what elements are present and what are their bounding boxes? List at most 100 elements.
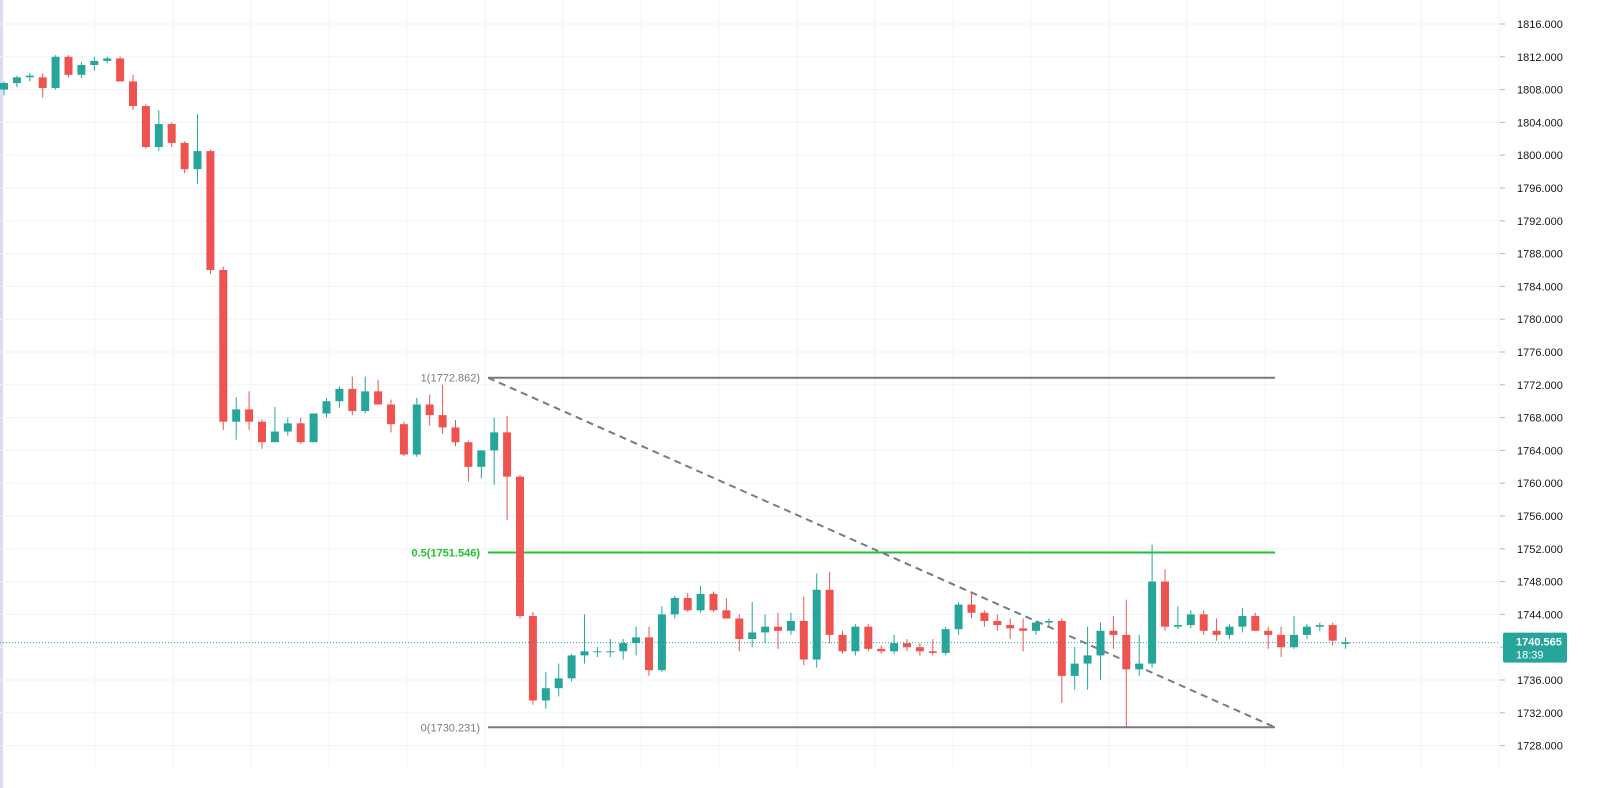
candle	[645, 626, 653, 676]
candle	[528, 611, 537, 705]
candle-body	[193, 151, 202, 170]
candle	[322, 397, 331, 418]
candle	[1070, 647, 1079, 690]
candle-body	[593, 651, 602, 653]
candle-body	[877, 648, 886, 652]
candle-body	[1328, 625, 1337, 641]
price-badge-countdown: 18:39	[1516, 650, 1544, 662]
candle	[64, 55, 73, 78]
candle	[696, 585, 705, 613]
candle-body	[425, 404, 434, 416]
candle-body	[928, 651, 937, 653]
candle-body	[696, 593, 705, 611]
candle-body	[709, 593, 718, 611]
candle	[1109, 616, 1118, 649]
candle	[193, 114, 202, 184]
candle-body	[1148, 581, 1157, 664]
candle	[980, 610, 989, 627]
candle-body	[1315, 625, 1324, 627]
candle-body	[645, 637, 653, 671]
candle	[799, 596, 808, 666]
candle	[1032, 620, 1040, 635]
candle-body	[90, 60, 99, 65]
candle-body	[38, 77, 47, 88]
candle-body	[1251, 616, 1260, 631]
candle-body	[1238, 616, 1247, 627]
candle-body	[258, 421, 266, 443]
candle-body	[748, 632, 757, 639]
candle	[477, 450, 486, 479]
candle-body	[438, 415, 447, 428]
candle-body	[1019, 628, 1028, 631]
candle-body	[1044, 620, 1053, 623]
candle-body	[64, 56, 73, 75]
candle-body	[296, 423, 305, 443]
candle-body	[838, 634, 847, 652]
price-axis-label: 1760.000	[1517, 478, 1563, 490]
candle-body	[1096, 630, 1105, 656]
candles	[0, 55, 1350, 728]
candle	[1148, 544, 1157, 668]
candle-body	[309, 413, 318, 443]
price-axis-label: 1752.000	[1517, 544, 1563, 556]
candle-body	[851, 626, 860, 652]
candle-body	[1122, 634, 1131, 670]
candle-body	[283, 423, 292, 432]
candle	[0, 81, 8, 96]
candle	[812, 573, 821, 668]
fibonacci-retracement[interactable]: 1(1772.862) 0.5(1751.546) 0(1730.231)	[412, 373, 1276, 735]
candle	[632, 626, 641, 656]
price-axis-label: 1816.000	[1517, 19, 1563, 31]
candle	[12, 75, 21, 88]
candle	[1044, 618, 1053, 627]
candle	[116, 56, 125, 82]
candle-body	[412, 404, 421, 455]
candle	[1173, 606, 1182, 630]
candle	[245, 391, 254, 430]
candle	[1290, 616, 1298, 649]
candle	[903, 639, 911, 652]
price-axis-label: 1772.000	[1517, 380, 1563, 392]
candle	[90, 56, 99, 71]
candle-body	[451, 427, 460, 443]
candle	[580, 614, 589, 664]
price-axis-label: 1736.000	[1517, 675, 1563, 687]
price-badge: 1740.565 18:39	[1503, 632, 1567, 663]
candle	[270, 406, 279, 443]
candle	[774, 612, 782, 649]
candle	[1161, 569, 1169, 631]
price-axis-label: 1748.000	[1517, 577, 1563, 589]
candle	[77, 61, 86, 79]
candle	[387, 399, 395, 433]
price-axis-label: 1804.000	[1517, 117, 1563, 129]
candle	[51, 55, 60, 90]
candle	[1019, 618, 1028, 652]
candle	[954, 602, 963, 635]
candle-body	[516, 476, 524, 617]
candle	[657, 606, 666, 672]
candle-body	[980, 612, 989, 621]
candle-body	[12, 77, 21, 84]
candle-body	[399, 424, 408, 455]
candle	[180, 141, 189, 174]
candle	[1199, 610, 1208, 635]
fib-level-label: 1(1772.862)	[421, 373, 480, 385]
candle-body	[141, 106, 150, 147]
candle-body	[1173, 625, 1182, 627]
candle	[38, 73, 47, 98]
price-axis-label: 1776.000	[1517, 347, 1563, 359]
candle-body	[1135, 663, 1144, 670]
candle	[877, 645, 886, 654]
candle-body	[864, 626, 873, 649]
candle-body	[167, 124, 176, 143]
candle-body	[477, 450, 486, 467]
candle	[232, 397, 241, 440]
candle	[374, 379, 383, 405]
candle-body	[1006, 625, 1015, 629]
candle	[1083, 626, 1092, 690]
candle	[503, 415, 512, 521]
candle-body	[1109, 630, 1118, 635]
candle-body	[903, 643, 911, 648]
candle	[683, 593, 692, 612]
